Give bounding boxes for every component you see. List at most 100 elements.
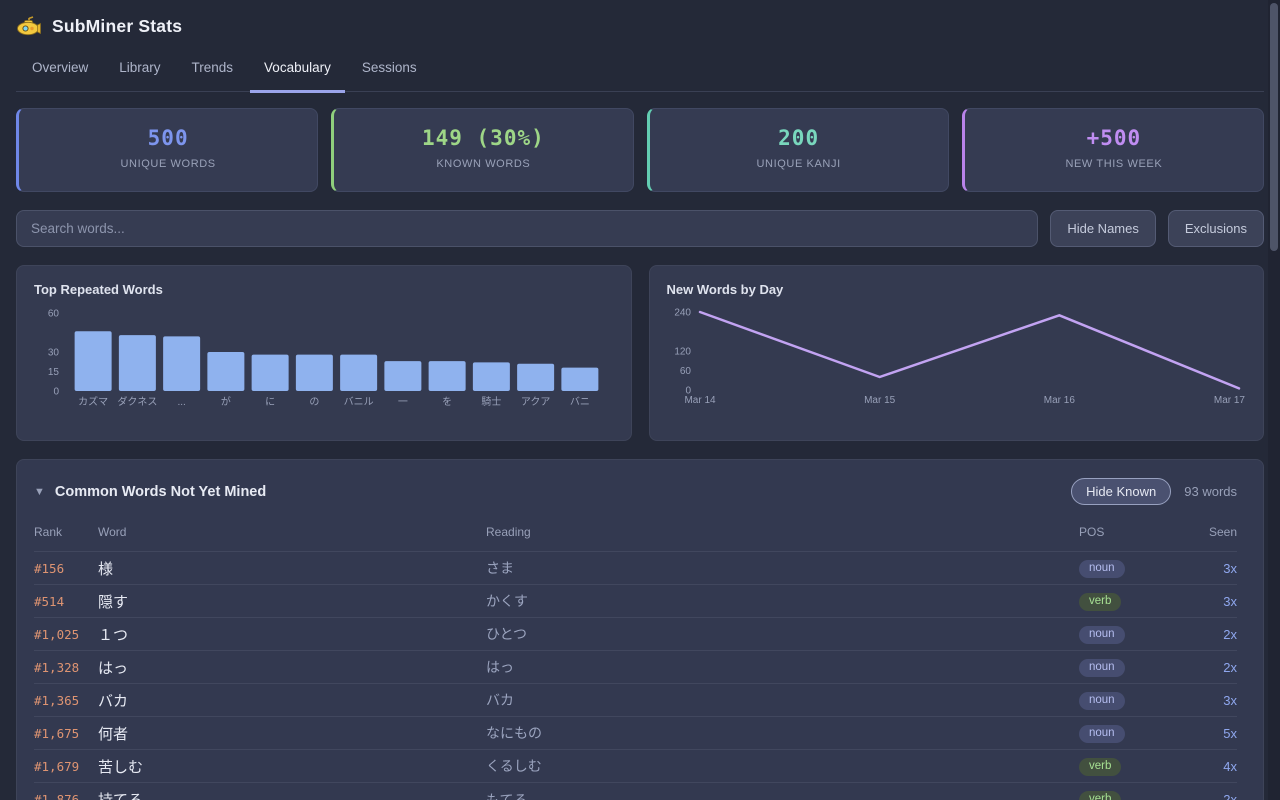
x-axis-category-label: が	[221, 395, 231, 408]
table-row[interactable]: #1,365 バカ バカ noun 3x	[34, 684, 1237, 717]
cell-word: 苦しむ	[98, 758, 144, 776]
chart-title: New Words by Day	[666, 282, 784, 297]
cell-reading: くるしむ	[486, 758, 542, 774]
cell-word: 様	[98, 560, 114, 578]
cell-seen: 2x	[1223, 659, 1237, 675]
stat-label: KNOWN WORDS	[436, 158, 531, 170]
y-axis-tick-label: 240	[674, 308, 691, 319]
x-axis-category-label: バニ	[570, 396, 590, 408]
y-axis-tick-label: 30	[48, 348, 60, 359]
stat-value: 149 (30%)	[421, 126, 545, 150]
y-axis-tick-label: 60	[48, 309, 60, 320]
pos-badge: verb	[1079, 791, 1122, 800]
cell-rank: #1,025	[34, 626, 80, 642]
cell-reading: さま	[486, 560, 514, 576]
table-title: Common Words Not Yet Mined	[54, 483, 267, 500]
table-row[interactable]: #1,328 はっ はっ noun 2x	[34, 651, 1237, 684]
cell-word: 持てる	[98, 789, 486, 800]
cell-reading: なにもの	[486, 725, 542, 741]
stat-card-known-words: 149 (30%) KNOWN WORDS	[331, 108, 634, 192]
pos-badge: noun	[1079, 625, 1125, 645]
pos-badge: noun	[1079, 724, 1125, 744]
tab-bar: Overview Library Trends Vocabulary Sessi…	[16, 54, 1264, 93]
x-axis-category-label: 一	[398, 397, 408, 408]
word-count-label: 93 words	[1184, 484, 1237, 499]
table-row[interactable]: #1,675 何者 なにもの noun 5x	[34, 717, 1237, 750]
table-row[interactable]: #1,679 苦しむ くるしむ verb 4x	[34, 750, 1237, 783]
cell-word: はっ	[98, 659, 129, 677]
pos-badge: verb	[1079, 757, 1122, 777]
x-axis-category-label: カズマ	[78, 395, 108, 408]
table-title-right: Hide Known 93 words	[1071, 478, 1237, 505]
pos-badge: verb	[1079, 592, 1122, 612]
cell-pos: noun	[1079, 558, 1185, 579]
cell-pos: noun	[1079, 723, 1185, 744]
x-axis-category-label: の	[309, 397, 319, 408]
bar	[118, 335, 156, 391]
y-axis-tick-label: 0	[53, 387, 59, 398]
y-axis-tick-label: 15	[48, 367, 60, 378]
tab-vocabulary[interactable]: Vocabulary	[250, 54, 345, 93]
column-header-pos: POS	[1079, 524, 1105, 539]
pos-badge: noun	[1079, 658, 1125, 678]
column-header-rank: Rank	[34, 524, 63, 539]
collapse-triangle-icon: ▼	[34, 485, 45, 498]
bar	[163, 336, 201, 391]
new-words-by-day-line-chart: 0 60 120 240 Mar 14 Mar 15 Mar 16 Mar 17	[667, 302, 1247, 418]
cell-pos: verb	[1079, 789, 1185, 800]
table-row[interactable]: #514 隠す かくす verb 3x	[34, 585, 1237, 618]
column-header-seen: Seen	[1208, 524, 1237, 539]
cell-word: バカ	[98, 692, 129, 710]
line-series	[698, 310, 1240, 390]
bar	[561, 367, 599, 391]
bar	[428, 361, 466, 391]
cell-word: １つ	[98, 626, 129, 644]
table-collapse-toggle[interactable]: ▼ Common Words Not Yet Mined	[34, 484, 266, 500]
tab-trends[interactable]: Trends	[191, 60, 234, 75]
x-axis-category-label: に	[265, 396, 275, 408]
stat-card-new-this-week: +500 NEW THIS WEEK	[961, 108, 1264, 192]
table-titlebar: ▼ Common Words Not Yet Mined Hide Known …	[34, 460, 1237, 505]
cell-rank: #1,328	[34, 659, 80, 675]
x-axis-category-label: ダクネス	[117, 395, 157, 408]
column-header-word: Word	[98, 524, 127, 539]
stats-row: 500 UNIQUE WORDS 149 (30%) KNOWN WORDS 2…	[16, 108, 1264, 192]
cell-seen: 3x	[1223, 560, 1237, 576]
cell-reading: バカ	[486, 692, 514, 708]
scrollbar-thumb[interactable]	[1270, 3, 1278, 251]
cell-seen: 3x	[1223, 593, 1237, 609]
stat-label: UNIQUE KANJI	[756, 158, 841, 170]
x-axis-category-label: バニル	[344, 396, 374, 408]
exclusions-button[interactable]: Exclusions	[1167, 210, 1264, 247]
x-axis-tick-label: Mar 16	[1043, 395, 1075, 406]
tab-library[interactable]: Library	[119, 60, 161, 75]
y-axis-tick-label: 120	[674, 347, 691, 358]
cell-rank: #1,675	[34, 725, 80, 741]
top-repeated-words-chart-card: Top Repeated Words 0 15 30 60 カズマ ダクネス... が に の バ…	[16, 265, 632, 441]
bar	[517, 363, 555, 391]
table-row[interactable]: #1,025 １つ ひとつ noun 2x	[34, 618, 1237, 651]
charts-row: Top Repeated Words 0 15 30 60 カズマ ダクネス... が に の バ…	[16, 265, 1264, 441]
hide-names-button[interactable]: Hide Names	[1050, 210, 1156, 247]
cell-seen: 2x	[1223, 792, 1237, 800]
search-input[interactable]	[16, 210, 1039, 247]
cell-pos: noun	[1079, 624, 1185, 645]
table-row[interactable]: #156 様 さま noun 3x	[34, 552, 1237, 585]
cell-reading: はっ	[486, 659, 514, 675]
stat-label: NEW THIS WEEK	[1065, 158, 1163, 170]
tab-sessions[interactable]: Sessions	[361, 60, 417, 75]
cell-reading: ひとつ	[486, 626, 528, 642]
y-axis-tick-label: 0	[685, 386, 691, 397]
tab-overview[interactable]: Overview	[32, 60, 89, 75]
bar	[207, 352, 245, 391]
hide-known-button[interactable]: Hide Known	[1071, 478, 1172, 505]
pos-badge: noun	[1079, 691, 1125, 711]
stat-card-unique-kanji: 200 UNIQUE KANJI	[646, 108, 949, 192]
stat-value: 500	[147, 126, 189, 150]
table-row[interactable]: #1,876 持てるもてる verb 2x	[34, 783, 1237, 800]
x-axis-tick-label: Mar 15	[864, 395, 896, 406]
cell-word: 何者	[98, 725, 129, 743]
bar	[384, 361, 422, 391]
cell-seen: 5x	[1223, 725, 1237, 741]
y-axis-tick-label: 60	[679, 366, 691, 377]
